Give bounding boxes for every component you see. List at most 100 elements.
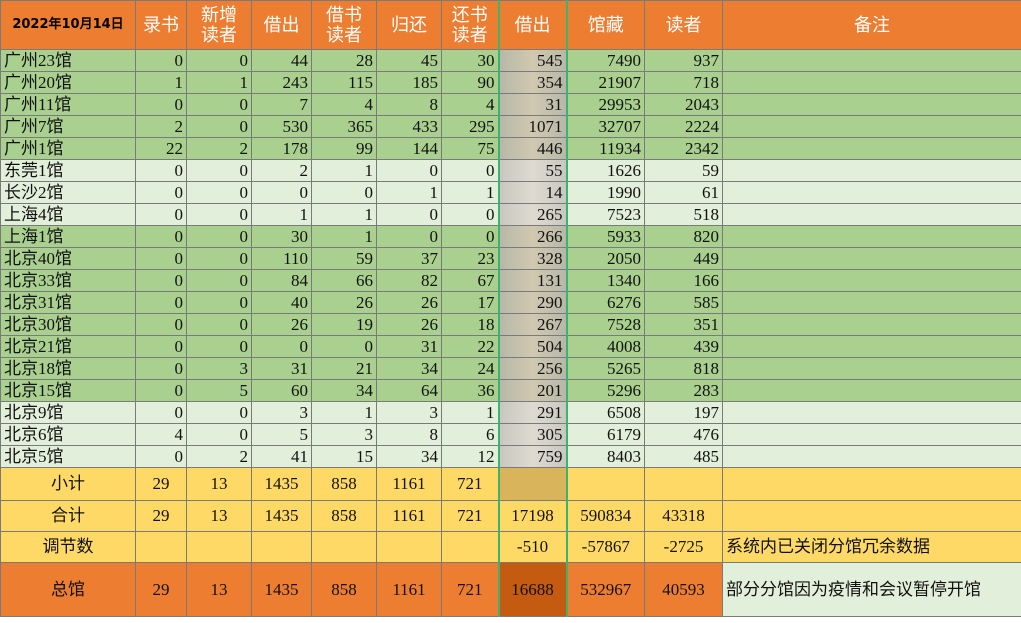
value-cell: 0 <box>186 401 252 424</box>
remark-cell <box>722 500 1021 532</box>
value-cell: 545 <box>497 49 568 72</box>
value-cell: 34 <box>376 445 442 468</box>
value-cell: 2 <box>135 115 187 138</box>
header-text: 还书读者 <box>451 5 488 45</box>
branch-name: 北京15馆 <box>0 379 136 402</box>
value-cell: 1435 <box>251 467 312 501</box>
value-cell: 31 <box>251 357 312 380</box>
value-cell: 64 <box>376 379 442 402</box>
value-cell: 3 <box>376 401 442 424</box>
branch-row: 北京33馆 0 0 84 66 82 67 131 1340 166 <box>0 269 1021 292</box>
branch-row: 广州11馆 0 0 7 4 8 4 31 29953 2043 <box>0 93 1021 116</box>
value-cell: 16688 <box>497 562 568 617</box>
value-cell: 0 <box>135 291 187 314</box>
branch-name: 上海1馆 <box>0 225 136 248</box>
value-cell: 0 <box>186 291 252 314</box>
value-cell: 449 <box>644 247 723 270</box>
value-cell: 13 <box>186 500 252 532</box>
value-cell: 5296 <box>566 379 645 402</box>
value-cell: 0 <box>135 357 187 380</box>
header-row: 2022年10月14日 录书 新增读者 借出 借书读者 归还 还书读者 借出 馆藏 读者 备注 <box>0 0 1021 50</box>
value-cell: 8 <box>376 93 442 116</box>
value-cell: 60 <box>251 379 312 402</box>
value-cell: 6 <box>441 423 499 446</box>
remark-cell <box>722 357 1021 380</box>
branch-name: 广州1馆 <box>0 137 136 160</box>
value-cell: -510 <box>497 531 568 563</box>
remark-cell <box>722 181 1021 204</box>
header-text: 借书读者 <box>325 5 362 45</box>
value-cell: 365 <box>311 115 377 138</box>
value-cell: 2050 <box>566 247 645 270</box>
value-cell: 530 <box>251 115 312 138</box>
branch-row: 北京30馆 0 0 26 19 26 18 267 7528 351 <box>0 313 1021 336</box>
remark-cell <box>722 49 1021 72</box>
value-cell: 585 <box>644 291 723 314</box>
value-cell: 0 <box>135 313 187 336</box>
value-cell: 197 <box>644 401 723 424</box>
remark-cell: 系统内已关闭分馆冗余数据 <box>722 531 1021 563</box>
value-cell: 0 <box>376 203 442 226</box>
branch-name: 北京5馆 <box>0 445 136 468</box>
remark-cell <box>722 203 1021 226</box>
value-cell: 0 <box>311 335 377 358</box>
value-cell: 858 <box>311 467 377 501</box>
value-cell: 328 <box>497 247 568 270</box>
value-cell: 8 <box>376 423 442 446</box>
value-cell: 0 <box>186 203 252 226</box>
header-cell: 备注 <box>722 0 1021 50</box>
branch-name: 长沙2馆 <box>0 181 136 204</box>
remark-cell: 部分分馆因为疫情和会议暂停开馆 <box>722 562 1021 617</box>
value-cell: 29953 <box>566 93 645 116</box>
value-cell <box>251 531 312 563</box>
summary-row: 总馆 29 13 1435 858 1161 721 16688 532967 40593 部分分馆… <box>0 562 1021 617</box>
value-cell: 0 <box>135 247 187 270</box>
branch-row: 北京18馆 0 3 31 21 34 24 256 5265 818 <box>0 357 1021 380</box>
value-cell: 305 <box>497 423 568 446</box>
value-cell: 1 <box>311 159 377 182</box>
value-cell: 44 <box>251 49 312 72</box>
value-cell: 7490 <box>566 49 645 72</box>
value-cell: 115 <box>311 71 377 94</box>
value-cell <box>135 531 187 563</box>
summary-label: 小计 <box>0 467 136 501</box>
value-cell: 1071 <box>497 115 568 138</box>
value-cell: -57867 <box>566 531 645 563</box>
remark-cell <box>722 225 1021 248</box>
branch-name: 东莞1馆 <box>0 159 136 182</box>
value-cell: 858 <box>311 500 377 532</box>
value-cell <box>186 531 252 563</box>
value-cell: 26 <box>251 313 312 336</box>
remark-cell <box>722 71 1021 94</box>
value-cell: 290 <box>497 291 568 314</box>
remark-cell <box>722 159 1021 182</box>
branch-name: 北京30馆 <box>0 313 136 336</box>
remark-cell <box>722 401 1021 424</box>
value-cell: 1 <box>441 401 499 424</box>
branch-name: 广州20馆 <box>0 71 136 94</box>
value-cell: 485 <box>644 445 723 468</box>
value-cell: 0 <box>251 181 312 204</box>
value-cell: 144 <box>376 137 442 160</box>
branch-name: 北京31馆 <box>0 291 136 314</box>
value-cell: 29 <box>135 562 187 617</box>
value-cell: 0 <box>186 269 252 292</box>
value-cell: 0 <box>251 335 312 358</box>
branch-name: 广州7馆 <box>0 115 136 138</box>
value-cell: 3 <box>311 423 377 446</box>
value-cell: 0 <box>376 225 442 248</box>
value-cell: 721 <box>441 562 499 617</box>
summary-label: 合计 <box>0 500 136 532</box>
value-cell: 0 <box>135 159 187 182</box>
value-cell: 24 <box>441 357 499 380</box>
branch-row: 东莞1馆 0 0 2 1 0 0 55 1626 59 <box>0 159 1021 182</box>
value-cell: 0 <box>135 335 187 358</box>
value-cell: 1990 <box>566 181 645 204</box>
value-cell: 166 <box>644 269 723 292</box>
value-cell: 2 <box>186 137 252 160</box>
header-text: 新增读者 <box>200 5 237 45</box>
value-cell: 0 <box>135 203 187 226</box>
header-cell: 2022年10月14日 <box>0 0 136 50</box>
value-cell: 30 <box>441 49 499 72</box>
branch-name: 北京18馆 <box>0 357 136 380</box>
